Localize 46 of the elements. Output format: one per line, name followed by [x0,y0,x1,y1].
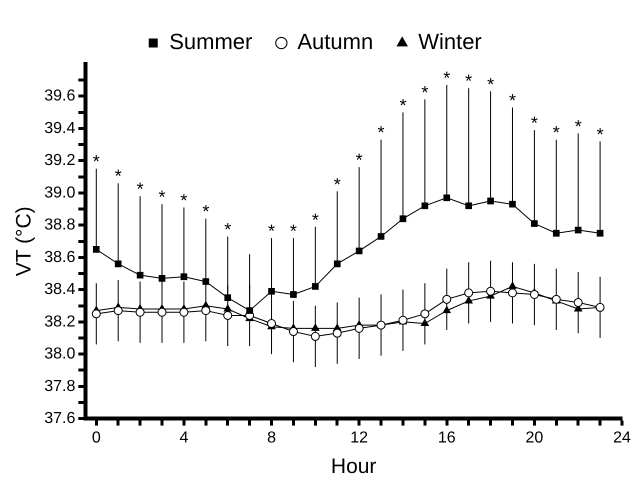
x-tick-label: 0 [92,430,101,447]
annotation: * [268,221,276,242]
x-tick-label: 8 [267,430,276,447]
y-tick-label: 39.6 [44,88,76,105]
annotation: * [421,82,428,102]
annotation: * [443,68,450,88]
annotation: * [356,150,363,170]
annotation: * [530,113,538,134]
annotation: * [596,124,604,144]
x-tick-label: 16 [438,430,456,447]
annotation: * [574,116,582,136]
y-tick-label: 39.4 [44,120,76,137]
y-tick-label: 39.0 [44,184,76,202]
y-tick-label: 38.0 [44,346,76,363]
annotation: * [224,219,232,240]
legend-label: Winter [418,29,482,54]
y-axis-title: VT (°C) [12,206,36,276]
annotation: * [180,190,188,210]
annotation: * [508,90,516,110]
legend-label: Summer [169,29,252,54]
y-tick-label: 37.6 [44,410,76,428]
y-tick-label: 39.2 [44,152,76,170]
y-tick-label: 38.8 [44,216,76,234]
annotation: * [290,221,297,242]
annotation: * [202,202,210,222]
annotation: * [114,166,122,186]
x-axis-title: Hour [330,455,376,478]
y-tick-label: 38.2 [44,313,76,330]
x-tick-label: 20 [525,430,544,447]
annotation: * [136,179,144,200]
y-tick-label: 38.4 [44,281,76,298]
x-tick-label: 4 [179,430,188,447]
annotation: * [552,122,560,143]
annotation: * [312,210,319,230]
annotation: * [399,95,406,116]
annotation: * [92,152,100,172]
y-tick-label: 38.6 [44,248,76,266]
annotation: * [378,122,385,143]
annotation: * [487,74,494,94]
y-tick-label: 37.8 [44,378,76,395]
legend-label: Autumn [297,29,374,54]
annotation: * [158,187,166,208]
annotation: * [334,174,341,194]
x-tick-label: 24 [613,430,631,447]
x-tick-label: 12 [350,430,368,447]
annotation: * [465,71,472,92]
